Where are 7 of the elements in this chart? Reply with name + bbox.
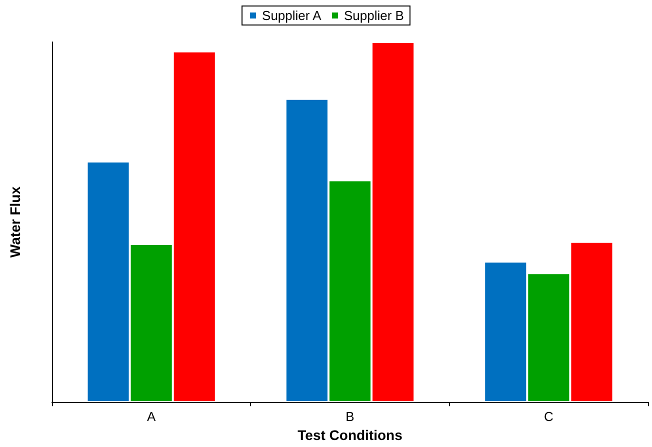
legend-label: Supplier A	[262, 8, 322, 23]
legend-label: Supplier B	[344, 8, 404, 23]
x-tick-label: B	[346, 409, 354, 424]
y-axis-title: Water Flux	[7, 186, 23, 258]
x-tick-label: C	[544, 409, 554, 424]
x-tick-label: A	[146, 409, 156, 424]
x-axis-title: Test Conditions	[298, 427, 403, 443]
